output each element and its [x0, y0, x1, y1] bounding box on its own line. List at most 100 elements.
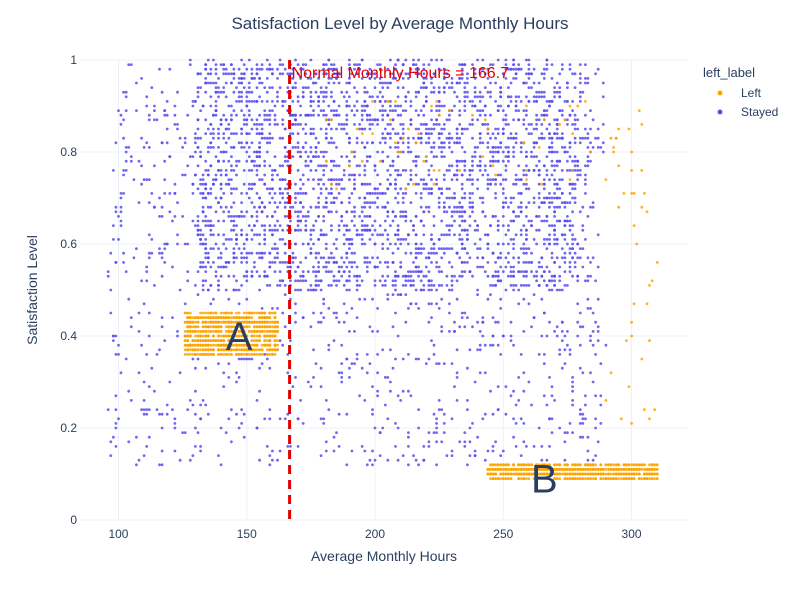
point-stayed	[363, 297, 367, 301]
point-stayed	[573, 201, 577, 205]
point-stayed	[265, 77, 269, 80]
point-stayed	[527, 284, 531, 287]
point-stayed	[407, 136, 410, 140]
point-stayed	[204, 182, 208, 186]
point-stayed	[476, 293, 479, 296]
point-stayed	[376, 187, 379, 191]
point-stayed	[581, 422, 585, 425]
point-stayed	[230, 178, 233, 182]
point-stayed	[584, 113, 587, 117]
point-stayed	[324, 449, 328, 453]
point-stayed	[332, 159, 336, 163]
point-stayed	[399, 123, 403, 126]
point-left	[255, 343, 259, 347]
point-stayed	[404, 251, 408, 255]
point-stayed	[199, 150, 203, 154]
point-stayed	[473, 454, 477, 457]
point-left	[271, 334, 274, 338]
point-stayed	[566, 150, 569, 154]
point-stayed	[294, 270, 297, 273]
point-stayed	[404, 219, 408, 223]
point-stayed	[563, 334, 567, 338]
point-stayed	[419, 196, 423, 200]
point-stayed	[399, 261, 403, 264]
point-stayed	[430, 150, 433, 154]
point-stayed	[348, 95, 351, 99]
point-stayed	[348, 63, 351, 66]
point-stayed	[376, 173, 379, 177]
point-stayed	[114, 426, 118, 430]
point-stayed	[540, 265, 544, 269]
point-stayed	[419, 242, 423, 246]
point-stayed	[448, 164, 451, 168]
point-stayed	[158, 196, 161, 200]
point-stayed	[391, 325, 395, 329]
point-stayed	[319, 233, 323, 237]
point-stayed	[268, 187, 272, 191]
point-stayed	[430, 339, 433, 342]
point-stayed	[235, 187, 238, 191]
point-stayed	[224, 118, 228, 122]
point-stayed	[312, 288, 315, 292]
point-left	[230, 330, 233, 333]
point-stayed	[455, 399, 459, 402]
point-stayed	[594, 454, 597, 457]
point-stayed	[147, 178, 151, 182]
point-stayed	[519, 192, 523, 195]
point-stayed	[258, 132, 261, 136]
point-stayed	[212, 136, 215, 140]
point-stayed	[230, 169, 233, 172]
point-stayed	[250, 77, 254, 80]
point-stayed	[386, 215, 390, 218]
point-stayed	[235, 215, 238, 218]
point-stayed	[550, 201, 554, 205]
point-stayed	[260, 100, 264, 103]
point-stayed	[378, 67, 382, 71]
point-stayed	[212, 81, 215, 85]
point-stayed	[112, 238, 115, 241]
point-stayed	[204, 366, 208, 370]
point-left	[222, 311, 226, 315]
point-stayed	[222, 159, 226, 163]
point-stayed	[265, 284, 269, 287]
point-stayed	[268, 463, 272, 467]
point-stayed	[348, 288, 351, 292]
point-stayed	[419, 219, 423, 223]
point-stayed	[571, 123, 574, 126]
point-stayed	[501, 178, 505, 182]
point-stayed	[327, 77, 331, 80]
point-stayed	[455, 132, 459, 136]
point-left	[235, 353, 238, 356]
point-stayed	[286, 192, 290, 195]
point-stayed	[514, 284, 518, 287]
point-stayed	[194, 150, 197, 154]
point-stayed	[412, 224, 415, 228]
point-stayed	[242, 146, 246, 149]
point-stayed	[578, 343, 582, 347]
point-stayed	[206, 256, 210, 260]
point-stayed	[224, 205, 228, 209]
point-stayed	[517, 63, 521, 66]
point-left	[550, 472, 554, 476]
point-stayed	[530, 403, 533, 407]
point-stayed	[478, 159, 482, 163]
point-stayed	[571, 431, 574, 434]
point-stayed	[360, 445, 364, 448]
point-stayed	[255, 164, 259, 168]
point-stayed	[232, 132, 236, 136]
point-stayed	[437, 100, 441, 103]
point-left	[496, 463, 500, 467]
point-stayed	[373, 219, 377, 223]
point-left	[263, 343, 267, 347]
point-stayed	[319, 187, 323, 191]
point-stayed	[483, 123, 487, 126]
point-stayed	[535, 123, 538, 126]
point-stayed	[227, 417, 231, 421]
point-stayed	[314, 270, 318, 273]
point-stayed	[509, 95, 513, 99]
point-stayed	[427, 256, 431, 260]
point-stayed	[258, 67, 261, 71]
point-left	[258, 353, 261, 356]
point-stayed	[191, 182, 195, 186]
point-left	[224, 316, 228, 319]
